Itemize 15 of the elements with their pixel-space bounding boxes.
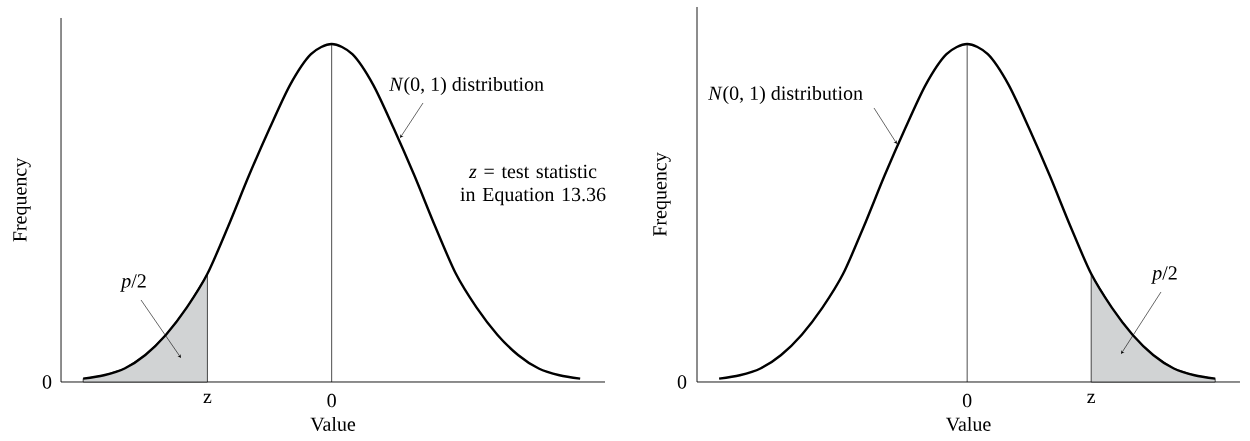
annotation: z = test statistic in Equation 13.36 bbox=[460, 164, 606, 206]
x-axis-title: Value bbox=[310, 416, 356, 432]
x-tick-label: 0 bbox=[962, 393, 972, 408]
y-axis-title: Frequency bbox=[653, 152, 671, 237]
y-axis-title: Frequency bbox=[13, 157, 31, 242]
x-tick-label: z bbox=[203, 393, 212, 404]
annotation: N(0, 1) distribution bbox=[708, 85, 863, 105]
text: 0 bbox=[42, 375, 52, 389]
annotation: N(0, 1) distribution bbox=[389, 76, 544, 96]
x-tick-label: z bbox=[1087, 393, 1096, 404]
annotation: p/2 bbox=[1151, 266, 1177, 284]
x-tick-label: 0 bbox=[327, 393, 336, 408]
x-axis-title: Value bbox=[945, 416, 991, 432]
annotation: p/2 bbox=[120, 274, 146, 292]
text: 0 bbox=[677, 375, 687, 389]
